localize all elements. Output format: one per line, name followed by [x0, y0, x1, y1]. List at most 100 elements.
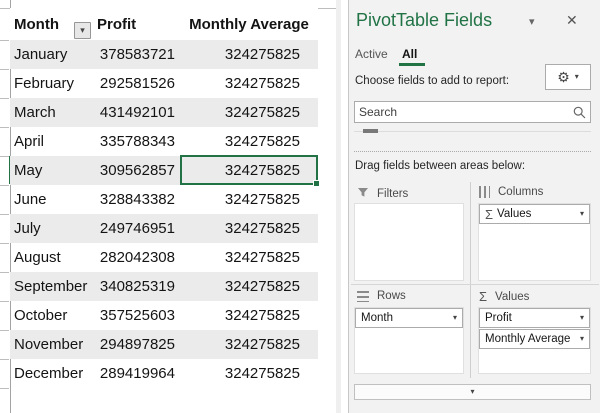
table-row[interactable]: October 357525603 324275825	[10, 301, 318, 330]
filters-drop-zone[interactable]	[354, 203, 464, 281]
cell-profit[interactable]: 282042308	[99, 249, 175, 266]
values-area-header: Σ Values	[479, 290, 529, 303]
pane-collapse-button[interactable]: ▾	[354, 384, 591, 400]
cell-month[interactable]: May	[14, 162, 43, 179]
columns-area-header: Columns	[479, 186, 543, 198]
columns-icon	[479, 186, 490, 198]
cell-profit[interactable]: 249746951	[99, 220, 175, 237]
cell-month[interactable]: April	[14, 133, 45, 150]
cell-profit[interactable]: 294897825	[99, 336, 175, 353]
table-row[interactable]: January 378583721 324275825	[10, 40, 318, 69]
table-row[interactable]: December 289419964 324275825	[10, 359, 318, 388]
cell-month[interactable]: June	[14, 191, 47, 208]
cell-month[interactable]: November	[14, 336, 84, 353]
table-row[interactable]: June 328843382 324275825	[10, 185, 318, 214]
header-profit[interactable]: Profit	[97, 15, 137, 33]
cell-selection-border[interactable]	[180, 155, 320, 187]
cell-avg[interactable]: 324275825	[224, 220, 300, 237]
chevron-down-icon: ▾	[452, 313, 457, 322]
cell-avg[interactable]: 324275825	[224, 133, 300, 150]
pivottable-fields-pane: PivotTable Fields ▾ ✕ Active All Choose …	[348, 0, 600, 413]
cell-month[interactable]: March	[14, 104, 56, 121]
search-input[interactable]	[355, 102, 590, 122]
values-drop-zone[interactable]: Profit ▾ Monthly Average ▾	[478, 307, 591, 374]
cell-month[interactable]: September	[14, 278, 88, 295]
pill-label: Monthly Average	[485, 333, 571, 345]
cell-avg[interactable]: 324275825	[224, 278, 300, 295]
cell-month[interactable]: December	[14, 365, 84, 382]
cell-avg[interactable]: 324275825	[224, 191, 300, 208]
cell-month[interactable]: August	[14, 249, 61, 266]
close-icon[interactable]: ✕	[566, 12, 578, 28]
pane-options-chevron-icon[interactable]: ▾	[529, 16, 535, 28]
field-pill-profit[interactable]: Profit ▾	[479, 308, 590, 328]
search-icon[interactable]	[573, 106, 586, 122]
dotted-separator	[354, 151, 591, 152]
cell-avg[interactable]: 324275825	[224, 249, 300, 266]
table-row[interactable]: November 294897825 324275825	[10, 330, 318, 359]
cell-month[interactable]: July	[14, 220, 41, 237]
table-row[interactable]: April 335788343 324275825	[10, 127, 318, 156]
table-row[interactable]: March 431492101 324275825	[10, 98, 318, 127]
table-row[interactable]: February 292581526 324275825	[10, 69, 318, 98]
tools-gear-button[interactable]: ⚙ ▾	[545, 64, 591, 90]
areas-horizontal-divider	[351, 284, 599, 285]
cell-avg[interactable]: 324275825	[224, 336, 300, 353]
cell-profit[interactable]: 340825319	[99, 278, 175, 295]
columns-drop-zone[interactable]: Σ Values ▾	[478, 203, 591, 281]
sigma-icon: Σ	[485, 207, 494, 221]
field-list-scroll-thumb[interactable]	[363, 129, 378, 133]
chevron-down-icon: ▾	[579, 313, 584, 322]
rows-drop-zone[interactable]: Month ▾	[354, 307, 464, 374]
table-row[interactable]: July 249746951 324275825	[10, 214, 318, 243]
field-list-scroll-track	[354, 131, 591, 132]
pivot-header-row: Month Profit Monthly Average	[10, 8, 318, 40]
field-pill-month[interactable]: Month ▾	[355, 308, 463, 328]
filters-area-header: Filters	[357, 186, 408, 201]
values-area-label: Values	[495, 290, 530, 303]
areas-vertical-divider	[470, 182, 471, 378]
cell-month[interactable]: February	[14, 75, 75, 92]
cell-avg[interactable]: 324275825	[224, 307, 300, 324]
sigma-icon: Σ	[479, 289, 488, 304]
funnel-icon	[357, 186, 369, 201]
table-row[interactable]: May 309562857 324275825	[10, 156, 318, 185]
chevron-down-icon: ▾	[579, 209, 584, 218]
pill-label: Month	[361, 312, 393, 324]
cell-profit[interactable]: 309562857	[99, 162, 175, 179]
pill-label: Values	[497, 208, 532, 220]
header-monthly-average[interactable]: Monthly Average	[189, 15, 309, 33]
cell-profit[interactable]: 431492101	[99, 104, 175, 121]
pane-title: PivotTable Fields	[356, 10, 493, 30]
cell-profit[interactable]: 378583721	[99, 46, 175, 63]
cell-profit[interactable]: 335788343	[99, 133, 175, 150]
cell-month[interactable]: January	[14, 46, 68, 63]
table-row[interactable]: September 340825319 324275825	[10, 272, 318, 301]
field-pill-values[interactable]: Σ Values ▾	[479, 204, 590, 224]
rows-icon	[357, 290, 369, 302]
fill-handle[interactable]	[313, 180, 320, 187]
cell-avg[interactable]: 324275825	[224, 75, 300, 92]
cell-profit[interactable]: 328843382	[99, 191, 175, 208]
selected-cell[interactable]: 324275825	[224, 162, 300, 179]
header-month[interactable]: Month	[14, 15, 59, 33]
row-gutter-ticks	[0, 40, 9, 389]
rows-area-header: Rows	[357, 290, 406, 302]
cell-avg[interactable]: 324275825	[224, 104, 300, 121]
field-pill-monthly-average[interactable]: Monthly Average ▾	[479, 329, 590, 349]
cell-avg[interactable]: 324275825	[224, 46, 300, 63]
table-row[interactable]: August 282042308 324275825	[10, 243, 318, 272]
cell-profit[interactable]: 292581526	[99, 75, 175, 92]
cell-avg[interactable]: 324275825	[224, 365, 300, 382]
pill-label: Profit	[485, 312, 512, 324]
cell-profit[interactable]: 357525603	[99, 307, 175, 324]
filter-arrow-icon: ▾	[80, 25, 85, 35]
cell-month[interactable]: October	[14, 307, 68, 324]
tab-all-underline	[399, 63, 425, 66]
tab-all[interactable]: All	[402, 47, 418, 61]
cell-profit[interactable]: 289419964	[99, 365, 175, 382]
tab-active[interactable]: Active	[355, 47, 388, 61]
month-filter-dropdown-button[interactable]: ▾	[74, 22, 91, 39]
filters-area-label: Filters	[377, 187, 409, 200]
